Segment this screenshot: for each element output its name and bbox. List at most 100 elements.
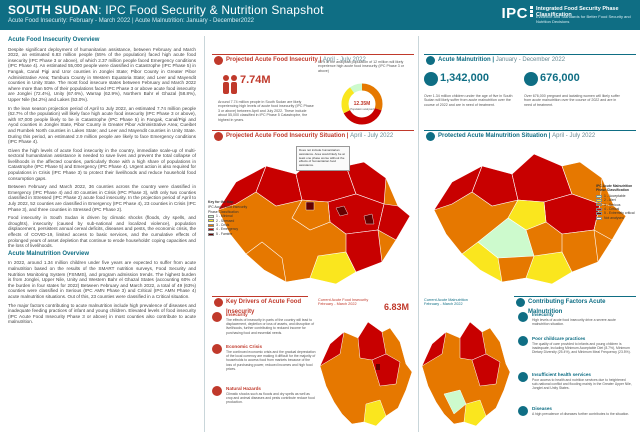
drivers-heading-bar: Key Drivers of Acute Food Insecurity (212, 296, 308, 315)
factor-text: Poor access to health and nutrition serv… (532, 378, 632, 391)
legend-item: 1 - Minimal (208, 214, 254, 218)
column-divider (204, 36, 205, 432)
factors-heading-bar: Contributing Factors Acute Malnutrition (514, 296, 636, 315)
legend-title: Key for the Map (208, 200, 234, 204)
column-divider (418, 36, 419, 432)
food-insecurity-icon (518, 312, 528, 322)
am-paragraph-1: In 2022, around 1.34 million children un… (8, 260, 196, 299)
legend-item: 5 - Extremely critical (596, 211, 636, 215)
am-children-description: Over 1.34 million children under the age… (424, 94, 513, 107)
money-icon (212, 344, 222, 354)
afi-map-period: April - July 2022 (350, 133, 394, 139)
legend-item: 2 - Alert (596, 198, 636, 202)
ipc-logo-mark-icon (530, 6, 536, 18)
am-heading-bar: Acute Malnutrition | January - December … (424, 54, 636, 65)
current-am-map (420, 314, 512, 432)
disease-icon (518, 406, 528, 416)
afi-paragraph-1: Despite significant deployment of humani… (8, 46, 196, 102)
am-women-description: Over 676,000 pregnant and lactating wome… (524, 94, 620, 107)
map-pin-icon (214, 132, 223, 141)
am-overview-heading: Acute Malnutrition Overview (8, 250, 90, 257)
afi-map-heading-bar: Projected Acute Food Insecurity Situatio… (212, 130, 414, 141)
legend-item: 3 - Serious (596, 203, 636, 207)
map-pin-icon (426, 132, 435, 141)
child-icon (424, 72, 438, 86)
afi-paragraph-4: Between February and March 2022, 36 coun… (8, 184, 196, 212)
drivers-heading: Key Drivers of Acute Food Insecurity (226, 299, 302, 315)
factor-text: The quality of care provided to infants … (532, 342, 631, 355)
legend-item: Not analysed (596, 216, 636, 220)
am-map-legend: IPC Acute Malnutrition Phase Classificat… (596, 184, 636, 220)
south-sudan-current-afi-map-graphic (319, 321, 413, 427)
ipc-logo-line1: Integrated Food Security Phase Classific… (536, 6, 619, 18)
warning-icon (214, 298, 223, 307)
factor-text: A high prevalence of diseases further co… (532, 412, 630, 416)
title-rest: : IPC Food Security & Nutrition Snapshot (98, 3, 324, 17)
legend-item: 4 - Critical (596, 207, 636, 211)
afi-map-heading: Projected Acute Food Insecurity Situatio… (226, 133, 346, 139)
am-projected-map (422, 144, 636, 292)
donut-total: 12.35M (354, 101, 371, 107)
afi-projected-value: 7.74M (240, 74, 271, 86)
mother-icon (524, 72, 538, 86)
legend-subtitle: IPC Acute Food Insecurity Phase Classifi… (208, 205, 248, 214)
am-children-stat: 1,342,000 (440, 72, 489, 84)
title-country: SOUTH SUDAN (8, 3, 99, 17)
am-heading: Acute Malnutrition (438, 57, 491, 63)
donut-sub: Population analysed (350, 107, 374, 111)
legend-item: 2 - Stressed (208, 219, 254, 223)
driver-title: Natural Hazards (226, 386, 261, 391)
afi-projected-description: Around 7.74 million people in South Suda… (218, 100, 314, 122)
current-am-caption: Current Acute Malnutrition February - Ma… (424, 298, 504, 307)
driver-text: The continued economic crisis and the gr… (226, 350, 316, 371)
health-icon (518, 372, 528, 382)
childcare-icon (518, 336, 528, 346)
south-sudan-current-am-map-graphic (421, 321, 511, 427)
driver-title: Insecurity (226, 312, 248, 317)
am-map-heading-bar: Protected Acute Malnutrition Situation |… (424, 130, 636, 141)
conflict-icon (212, 312, 222, 322)
page-title: SOUTH SUDAN: IPC Food Security & Nutriti… (8, 3, 324, 17)
afi-map-legend: Key for the Map IPC Acute Food Insecurit… (208, 200, 254, 236)
afi-overview-heading: Acute Food Insecurity Overview (8, 37, 100, 43)
factor-title: Poor childcare practices (532, 336, 586, 341)
legend-item: 4 - Emergency (208, 227, 254, 231)
factor-text: High levels of acute food insecurity dri… (532, 318, 616, 327)
ipc-logo-line2: Evidence and Standards for Better Food S… (536, 14, 631, 24)
left-column: Acute Food Insecurity Overview Despite s… (8, 37, 196, 432)
child-icon (426, 56, 435, 65)
afi-projected-share-note: 63% of the analysed population of 12 mil… (318, 60, 404, 73)
afi-paragraph-2: In the lean season projection period of … (8, 105, 196, 145)
driver-text: The effects of insecurity in parts of th… (226, 318, 315, 335)
afi-projected-heading-bar: Projected Acute Food Insecurity | April … (212, 54, 414, 65)
afi-map-note: Does not include humanitarian assistance… (296, 146, 350, 171)
factors-heading: Contributing Factors Acute Malnutrition (528, 299, 606, 315)
am-women-stat: 676,000 (540, 72, 580, 84)
factor-title: Diseases (532, 406, 552, 411)
food-basket-icon (214, 56, 223, 65)
legend-item: 1 - Acceptable (596, 194, 636, 198)
legend-item: 5 - Famine (208, 232, 254, 236)
am-period: January - December 2022 (495, 57, 566, 63)
am-paragraph-2: The major factors contributing to acute … (8, 302, 196, 325)
ipc-logo: IPC (501, 5, 528, 22)
driver-title: Economic Crisis (226, 344, 262, 349)
current-am-period: February - March 2022 (424, 302, 463, 307)
current-am-label: Current Acute Malnutrition (424, 298, 468, 302)
legend-title: IPC Acute Malnutrition Phase Classificat… (596, 184, 633, 193)
south-sudan-am-map-graphic (433, 153, 627, 285)
am-map-heading: Protected Acute Malnutrition Situation (438, 133, 548, 139)
current-afi-value: 6.83M (384, 302, 410, 312)
driver-text: Climatic shocks such as floods and dry s… (226, 392, 315, 405)
afi-projected-period: April - July 2022 (322, 57, 366, 63)
page-subtitle: Acute Food Insecurity: February - March … (8, 18, 255, 24)
current-afi-period: February - March 2022 (318, 302, 357, 307)
people-icon (223, 75, 237, 94)
afi-paragraph-5: Food insecurity in South Sudan is driven… (8, 215, 196, 249)
current-afi-label: Current Acute Food Insecurity (318, 298, 369, 302)
am-map-period: April - July 2022 (552, 133, 596, 139)
info-icon (516, 298, 525, 307)
flood-icon (212, 386, 222, 396)
afi-projected-heading: Projected Acute Food Insecurity (226, 57, 318, 63)
current-afi-map (316, 314, 414, 432)
